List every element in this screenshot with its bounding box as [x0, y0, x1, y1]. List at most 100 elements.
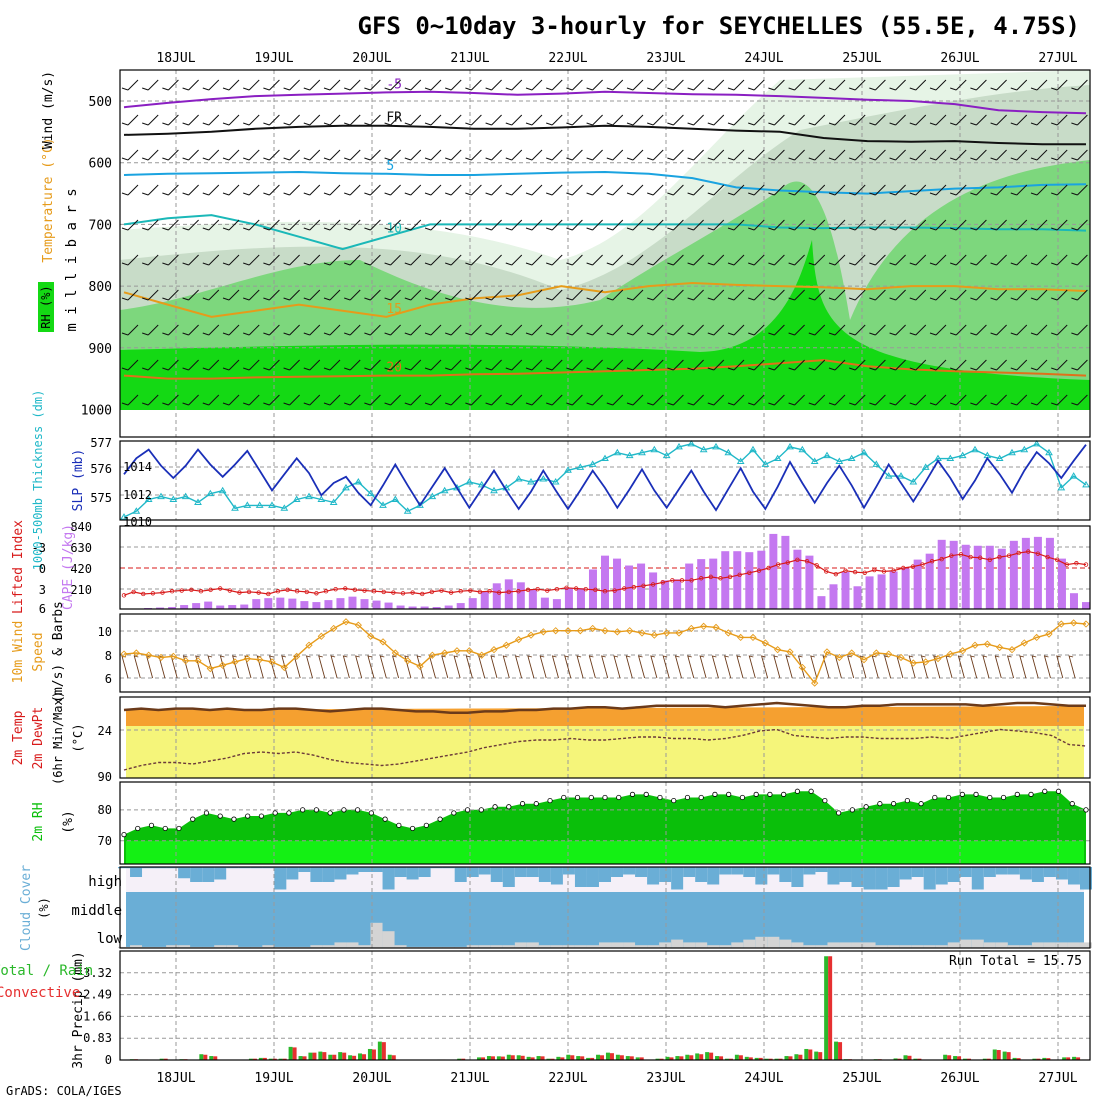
cape-tick-label: 840 [70, 520, 92, 534]
slp-tick-label: 1010 [123, 515, 152, 529]
rh2m-point [726, 791, 732, 797]
upper-wind-barb [404, 79, 422, 91]
cloud-low-bar [851, 942, 864, 948]
upper-wind-barb [707, 79, 725, 91]
cloud-high-bar [743, 867, 756, 877]
upper-wind-barb [828, 79, 846, 91]
rh2m-point [822, 797, 828, 804]
upper-wind-barb [222, 324, 240, 336]
precip-total-bar [308, 1052, 313, 1060]
thickness-point [292, 495, 301, 503]
thickness-point [576, 463, 585, 470]
cape-bar [1045, 537, 1054, 609]
upper-wind-barb [1030, 394, 1048, 406]
lifted-index-point [487, 589, 492, 594]
lifted-index-point [323, 589, 329, 594]
upper-wind-barb [748, 394, 765, 406]
upper-wind-barb [950, 219, 967, 231]
upper-wind-barb [768, 394, 785, 406]
wind-speed-point [169, 652, 177, 660]
upper-wind-barb [142, 289, 159, 301]
upper-wind-barb [364, 289, 381, 301]
upper-wind-barb [828, 289, 846, 301]
thickness-point [329, 498, 338, 505]
precip-total-bar [695, 1053, 700, 1060]
cloud-low-bar [731, 942, 744, 948]
cape-bar [384, 602, 393, 609]
upper-wind-barb [727, 184, 745, 196]
upper-wind-barb [869, 324, 886, 336]
upper-wind-barb [344, 359, 361, 371]
thickness-point [120, 513, 128, 520]
upper-wind-barb [606, 149, 624, 161]
rh2m-point [286, 810, 292, 816]
upper-wind-barb [525, 254, 543, 266]
cloud-high-bar [286, 867, 299, 880]
upper-wind-barb [828, 184, 846, 196]
thickness-point [761, 460, 770, 467]
thickness-point [379, 501, 387, 508]
cloud-low-bar [863, 942, 876, 948]
precip-convective-bar [1036, 1058, 1041, 1060]
wind-barb [219, 655, 227, 679]
precip-total-bar [377, 1041, 382, 1060]
upper-wind-barb [1071, 114, 1088, 126]
lifted-index-point [362, 588, 367, 593]
upper-wind-barb [849, 394, 866, 406]
cape-bar [1082, 602, 1090, 609]
temp-tick-label: 90 [98, 770, 112, 784]
wind-barb [232, 655, 240, 679]
upper-wind-barb [1030, 149, 1048, 161]
precip-total-bar [705, 1052, 710, 1060]
rh-legend-swatch [38, 282, 54, 332]
lifted-index-point [977, 555, 983, 560]
rh2m-point [217, 813, 223, 819]
cloud-low-bar [983, 942, 996, 948]
thickness-point [712, 442, 720, 450]
rh2m-point [616, 794, 622, 801]
precip-total-bar [685, 1054, 690, 1060]
upper-wind-barb [323, 254, 341, 266]
upper-wind-barb [929, 254, 947, 266]
date-label-bottom: 22JUL [548, 1071, 587, 1086]
precip-convective-bar [322, 1052, 327, 1060]
upper-wind-barb [1071, 359, 1088, 371]
precip-total-bar [278, 1058, 283, 1060]
lifted-index-point [189, 587, 194, 593]
cloud-high-bar [298, 867, 311, 872]
upper-wind-barb [465, 149, 482, 161]
upper-wind-barb [404, 149, 422, 161]
cloud-high-bar [731, 867, 744, 875]
upper-wind-barb [1030, 114, 1048, 126]
upper-wind-barb [929, 79, 947, 91]
upper-wind-barb [990, 114, 1007, 126]
lifted-index-point [804, 558, 810, 564]
cloud-high-bar [875, 867, 888, 890]
rh2m-point [1042, 788, 1048, 794]
upper-wind-barb [182, 149, 199, 161]
cloud-high-bar [815, 867, 828, 872]
wind-barb [687, 655, 695, 679]
cloud-high-bar [118, 867, 130, 869]
cloud-low-bar [178, 945, 191, 948]
rh2m-point [781, 791, 787, 797]
precip-total-bar [992, 1049, 997, 1060]
pressure-tick-label: 800 [89, 280, 112, 295]
upper-wind-barb [687, 149, 704, 161]
lifted-index-point [1054, 557, 1060, 562]
lifted-index-point [737, 572, 742, 578]
cape-axis-label: CAPE (J/kg) [61, 524, 76, 610]
precip-total-bar [655, 1058, 660, 1060]
cloud-low-bar [719, 945, 732, 948]
cape-bar [216, 605, 225, 609]
upper-wind-barb [546, 359, 563, 371]
cape-bar [480, 591, 489, 609]
upper-wind-barb [344, 219, 361, 231]
upper-wind-barb [243, 394, 260, 406]
cloud-high-bar [623, 867, 636, 875]
lifted-index-point [833, 571, 839, 577]
precip-convective-bar [292, 1047, 297, 1060]
upper-wind-barb [465, 114, 482, 126]
cloud-low-bar [214, 945, 227, 948]
isotherm-label: 10 [386, 222, 402, 237]
